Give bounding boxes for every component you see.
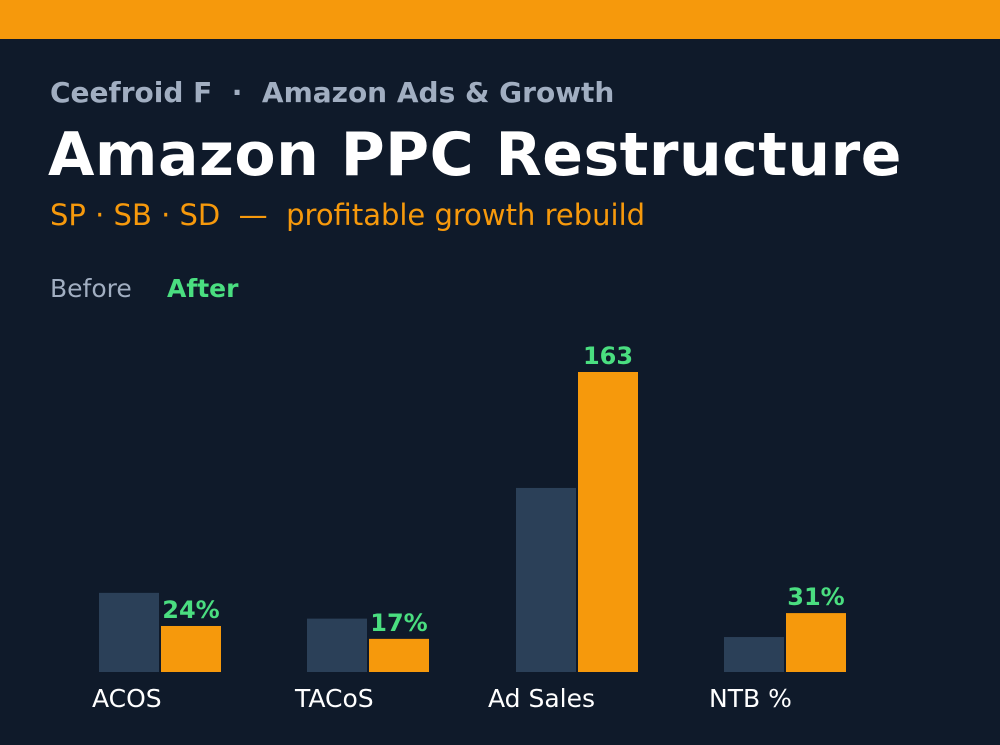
- legend-after-label: After: [167, 274, 239, 303]
- data-label-ad-sales: 163: [583, 342, 633, 370]
- bar-after-tacos: [369, 638, 429, 672]
- data-label-acos: 24%: [162, 596, 219, 624]
- bar-before-tacos: [307, 618, 367, 672]
- eyebrow-text: Ceefroid F · Amazon Ads & Growth: [50, 76, 615, 109]
- subtitle: SP · SB · SD — profitable growth rebuild: [50, 198, 646, 232]
- top-accent-bar: [0, 0, 1000, 39]
- category-label-acos: ACOS: [92, 684, 162, 713]
- bar-before-acos: [99, 592, 159, 672]
- category-label-ad-sales: Ad Sales: [488, 684, 595, 713]
- page-title: Amazon PPC Restructure: [48, 120, 902, 190]
- bar-after-ad-sales: [578, 372, 638, 672]
- data-label-ntb: 31%: [787, 583, 844, 611]
- bar-after-acos: [161, 625, 221, 672]
- legend-before-label: Before: [50, 274, 132, 303]
- bar-before-ntb: [724, 637, 784, 672]
- category-label-tacos: TACoS: [294, 684, 374, 713]
- category-label-ntb: NTB %: [709, 684, 792, 713]
- bar-before-ad-sales: [516, 487, 576, 672]
- data-label-tacos: 17%: [370, 609, 427, 637]
- bar-after-ntb: [786, 613, 846, 672]
